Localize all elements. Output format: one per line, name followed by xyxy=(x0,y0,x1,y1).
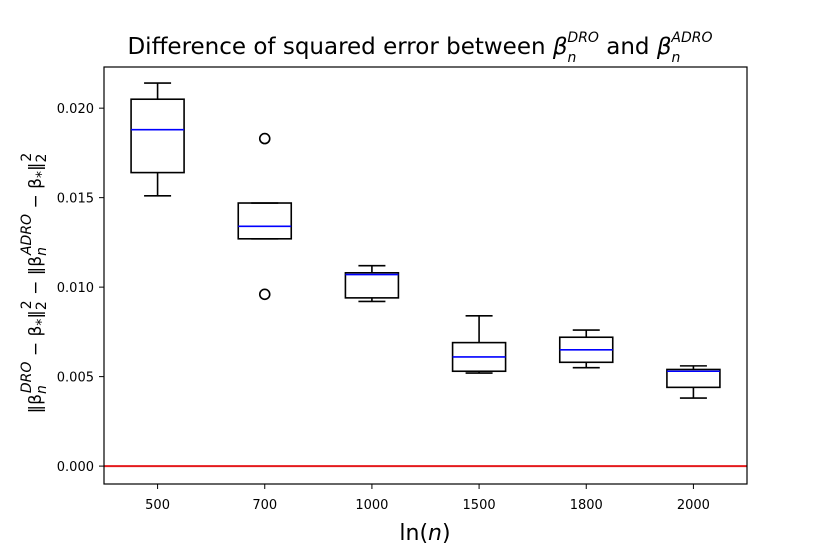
box-iqr xyxy=(344,272,400,299)
box-iqr xyxy=(130,98,185,174)
box-1500 xyxy=(451,314,507,374)
box-iqr xyxy=(237,202,293,240)
box-iqr xyxy=(666,368,721,389)
box-1000 xyxy=(344,264,400,303)
box-1800 xyxy=(558,329,614,369)
x-tick-label: 2000 xyxy=(677,498,710,513)
x-tick-label: 1500 xyxy=(463,498,496,513)
y-tick-label: 0.015 xyxy=(57,192,94,207)
box-700 xyxy=(237,132,293,301)
chart-title: Difference of squared error between βnDR… xyxy=(127,30,712,66)
box-500 xyxy=(130,82,185,197)
y-tick-label: 0.005 xyxy=(57,371,94,386)
y-axis-label: ‖βnDRO − β*‖22 − ‖βnADRO − β*‖22 xyxy=(19,153,50,414)
axes-frame xyxy=(103,66,748,485)
y-tick-label: 0.000 xyxy=(57,460,94,475)
x-tick-label: 1800 xyxy=(570,498,603,513)
outlier-point xyxy=(258,132,271,145)
x-tick-label: 1000 xyxy=(355,498,388,513)
y-tick-label: 0.020 xyxy=(57,102,94,117)
outlier-point xyxy=(258,288,271,301)
y-tick-label: 0.010 xyxy=(57,281,94,296)
box-2000 xyxy=(666,365,721,399)
x-tick-label: 700 xyxy=(252,498,277,513)
x-tick-label: 500 xyxy=(145,498,170,513)
x-axis-label: ln(n) xyxy=(399,521,450,546)
